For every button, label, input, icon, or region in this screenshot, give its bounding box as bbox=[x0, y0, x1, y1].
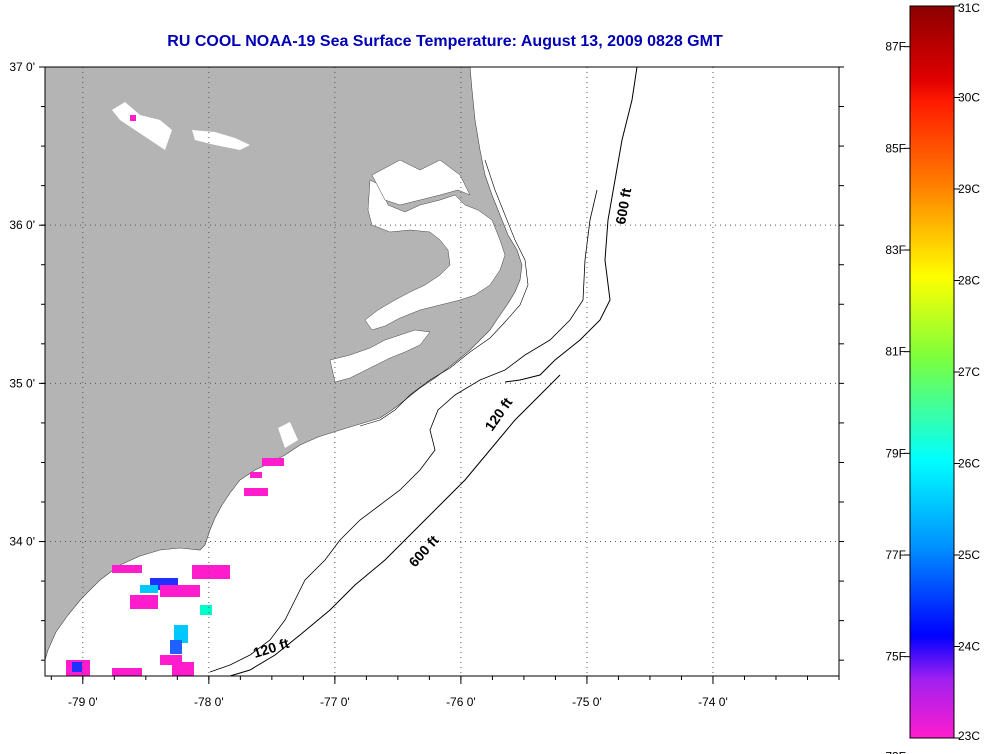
colorbar-c-label: 29C bbox=[958, 182, 980, 196]
colorbar-c-label: 31C bbox=[958, 1, 980, 15]
colorbar-f-label: 83F bbox=[885, 243, 906, 257]
contour-600ft-north bbox=[504, 67, 638, 383]
sst-pixels bbox=[66, 115, 284, 676]
x-tick-label: -76 0' bbox=[446, 695, 476, 709]
colorbar-c-label: 26C bbox=[958, 457, 980, 471]
map-frame bbox=[44, 66, 840, 677]
neuse-river bbox=[329, 329, 431, 383]
colorbar-c-label: 25C bbox=[958, 548, 980, 562]
colorbar-f-label: 87F bbox=[885, 40, 906, 54]
x-tick-label: -75 0' bbox=[572, 695, 602, 709]
contour-label-600-north: 600 ft bbox=[612, 186, 634, 225]
contour-120ft-south bbox=[209, 539, 341, 673]
colorbar-ticks: 31C 30C 29C 28C 27C 26C 25C 24C 23C 87F 85F 83F 81F 7… bbox=[885, 1, 980, 754]
inland-lake-1 bbox=[112, 102, 172, 150]
contour-120ft-north bbox=[339, 189, 598, 541]
albemarle-sound bbox=[371, 159, 471, 206]
x-tick-label: -77 0' bbox=[320, 695, 350, 709]
colorbar-f-label: 75F bbox=[885, 650, 906, 664]
x-tick-label: -79 0' bbox=[68, 695, 98, 709]
colorbar-f-label: 79F bbox=[885, 446, 906, 460]
colorbar-c-label: 30C bbox=[958, 91, 980, 105]
colorbar-f-label: 81F bbox=[885, 345, 906, 359]
colorbar-c-label: 28C bbox=[958, 274, 980, 288]
map-axes: -79 0' -78 0' -77 0' -76 0' -75 0' -74 0' 37 0… bbox=[9, 60, 844, 709]
x-tick-label: -74 0' bbox=[698, 695, 728, 709]
inland-lake-2 bbox=[192, 130, 250, 150]
coastline-detail bbox=[359, 159, 529, 427]
coastal-inlet bbox=[278, 422, 298, 448]
colorbar bbox=[909, 5, 955, 739]
colorbar-c-label: 23C bbox=[958, 729, 980, 743]
y-tick-label: 36 0' bbox=[9, 218, 35, 232]
colorbar-c-label: 24C bbox=[958, 640, 980, 654]
map-title: RU COOL NOAA-19 Sea Surface Temperature:… bbox=[167, 33, 723, 50]
colorbar-f-label: 73F bbox=[885, 749, 906, 754]
y-tick-label: 37 0' bbox=[9, 60, 35, 74]
colorbar-c-label: 27C bbox=[958, 365, 980, 379]
y-tick-label: 35 0' bbox=[9, 376, 35, 390]
colorbar-f-label: 85F bbox=[885, 141, 906, 155]
x-tick-label: -78 0' bbox=[194, 695, 224, 709]
contour-600ft-south bbox=[229, 374, 561, 676]
pamlico-sound bbox=[364, 179, 506, 331]
colorbar-f-label: 77F bbox=[885, 548, 906, 562]
y-tick-label: 34 0' bbox=[9, 535, 35, 549]
